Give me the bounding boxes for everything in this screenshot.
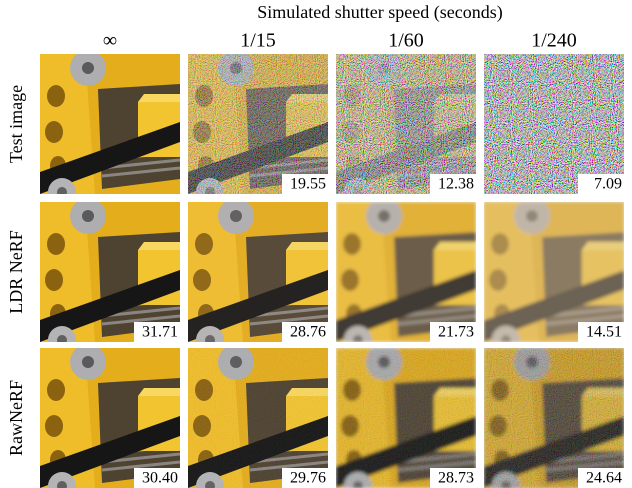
column-header: ∞ bbox=[103, 30, 117, 52]
figure-title: Simulated shutter speed (seconds) bbox=[257, 2, 502, 23]
image-cell: 12.38 bbox=[336, 54, 476, 194]
score: 7.09 bbox=[594, 176, 622, 193]
score: 29.76 bbox=[290, 470, 326, 487]
image-cell: 21.73 bbox=[336, 202, 476, 342]
score-box bbox=[430, 322, 476, 342]
score-box bbox=[282, 468, 328, 488]
image-cell: 24.64 bbox=[484, 348, 624, 488]
image-cell bbox=[40, 54, 180, 194]
image-cell: 28.76 bbox=[188, 202, 328, 342]
score-box bbox=[578, 468, 624, 488]
image-cell: 14.51 bbox=[484, 202, 624, 342]
image-cell: 31.71 bbox=[40, 202, 180, 342]
image-cell: 19.55 bbox=[188, 54, 328, 194]
image-cell: 7.09 bbox=[484, 54, 624, 194]
score-box bbox=[430, 174, 476, 194]
score-box bbox=[578, 322, 624, 342]
score-box bbox=[430, 468, 476, 488]
score: 24.64 bbox=[586, 470, 622, 487]
score: 28.76 bbox=[290, 324, 326, 341]
score-box bbox=[282, 322, 328, 342]
row-label: LDR NeRF bbox=[6, 230, 26, 314]
column-header: 1/60 bbox=[388, 30, 424, 52]
score-box bbox=[134, 322, 180, 342]
score: 19.55 bbox=[290, 176, 326, 193]
score: 12.38 bbox=[438, 176, 474, 193]
image-cell: 29.76 bbox=[188, 348, 328, 488]
row-label: Test image bbox=[6, 85, 26, 163]
score: 30.40 bbox=[142, 470, 178, 487]
score: 14.51 bbox=[586, 324, 622, 341]
row-label: RawNeRF bbox=[6, 380, 26, 456]
image-cell: 28.73 bbox=[336, 348, 476, 488]
score-box bbox=[282, 174, 328, 194]
score-box bbox=[134, 468, 180, 488]
score: 31.71 bbox=[142, 324, 178, 341]
column-header: 1/240 bbox=[531, 30, 577, 52]
column-header: 1/15 bbox=[240, 30, 276, 52]
score: 21.73 bbox=[438, 324, 474, 341]
image-cell: 30.40 bbox=[40, 348, 180, 488]
score-box bbox=[578, 174, 624, 194]
score: 28.73 bbox=[438, 470, 474, 487]
